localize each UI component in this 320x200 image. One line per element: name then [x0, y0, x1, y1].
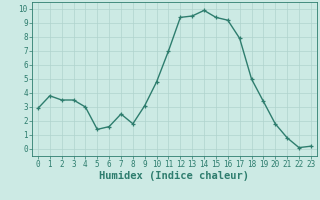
X-axis label: Humidex (Indice chaleur): Humidex (Indice chaleur): [100, 171, 249, 181]
